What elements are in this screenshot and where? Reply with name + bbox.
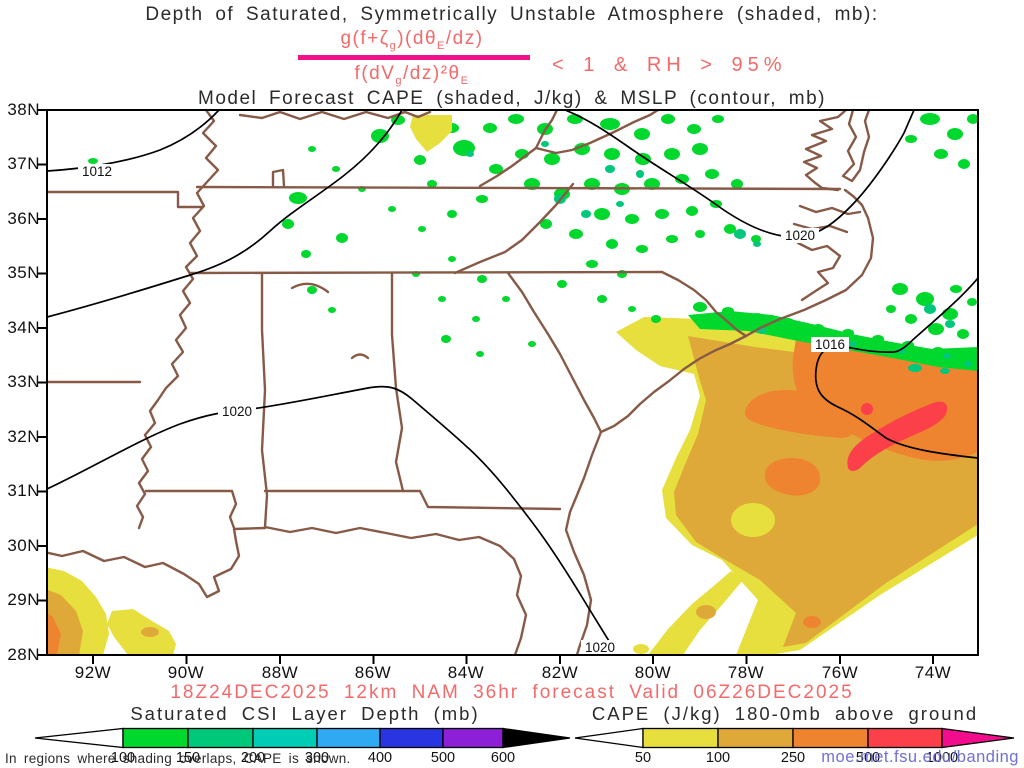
csi-colorbar-tick: 100	[110, 750, 136, 766]
x-tick-label: 78W	[727, 663, 765, 682]
y-axis-ticks	[38, 109, 47, 656]
y-tick-label: 32N	[7, 427, 40, 446]
csi-colorbar-tick: 600	[490, 750, 516, 766]
y-tick-label: 33N	[7, 372, 40, 391]
x-tick-label: 88W	[261, 663, 299, 682]
formula-denominator: f(dVg/dz)²θE	[354, 63, 470, 87]
x-axis-ticks	[92, 655, 934, 664]
csi-colorbar-tick: 200	[240, 750, 266, 766]
csi-shading-teal	[466, 141, 972, 374]
x-tick-label: 92W	[74, 663, 112, 682]
y-tick-label: 30N	[7, 536, 40, 555]
y-tick-label: 34N	[7, 318, 40, 337]
svg-text:1016: 1016	[815, 337, 845, 352]
y-tick-label: 36N	[7, 209, 40, 228]
cape-shading	[47, 317, 978, 655]
y-tick-label: 31N	[7, 481, 40, 500]
formula-numerator: g(f+ζg)(dθE/dz)	[340, 28, 484, 52]
formula-condition: < 1 & RH > 95%	[552, 54, 787, 76]
x-tick-label: 82W	[541, 663, 579, 682]
x-tick-label: 74W	[914, 663, 952, 682]
x-tick-label: 80W	[634, 663, 672, 682]
svg-text:1020: 1020	[222, 404, 252, 419]
x-tick-label: 76W	[821, 663, 859, 682]
svg-text:1012: 1012	[82, 164, 112, 179]
subtitle: Model Forecast CAPE (shaded, J/kg) & MSL…	[198, 88, 826, 109]
svg-text:1020: 1020	[585, 640, 615, 655]
cape-legend-title: CAPE (J/kg) 180-0mb above ground	[591, 703, 979, 724]
x-tick-label: 84W	[447, 663, 485, 682]
page-title: Depth of Saturated, Symmetrically Unstab…	[145, 4, 879, 25]
svg-text:1020: 1020	[785, 228, 815, 243]
csi-colorbar-tick: 150	[175, 750, 201, 766]
cape-colorbar-tick: 50	[634, 750, 652, 766]
state-borders	[47, 110, 875, 655]
cape-overlap-patch	[410, 115, 452, 152]
formula-fraction-bar	[298, 55, 530, 60]
csi-shading	[88, 113, 978, 371]
overlap-note: In regions where shading overlaps, CAPE …	[5, 751, 351, 766]
csi-colorbar-tick: 500	[430, 750, 456, 766]
forecast-valid-line: 18Z24DEC2025 12km NAM 36hr forecast Vali…	[170, 682, 854, 703]
x-tick-label: 86W	[354, 663, 392, 682]
website-link[interactable]: moe.met.fsu.edu/banding	[821, 748, 1019, 766]
csi-legend-title: Saturated CSI Layer Depth (mb)	[130, 703, 480, 724]
cape-colorbar-tick: 500	[855, 750, 881, 766]
cape-colorbar-tick: 1000	[925, 750, 959, 766]
y-tick-label: 35N	[7, 263, 40, 282]
contour-labels: 1012 1020 1016 1020 1020	[78, 164, 849, 655]
y-tick-label: 38N	[7, 100, 40, 119]
cape-colorbar	[574, 727, 1015, 749]
cape-colorbar-tick: 250	[780, 750, 806, 766]
csi-colorbar-tick: 300	[304, 750, 330, 766]
csi-colorbar-tick: 400	[367, 750, 393, 766]
cape-colorbar-tick: 100	[705, 750, 731, 766]
y-tick-label: 29N	[7, 590, 40, 609]
x-tick-label: 90W	[167, 663, 205, 682]
y-tick-label: 37N	[7, 154, 40, 173]
csi-colorbar	[34, 727, 571, 749]
y-tick-label: 28N	[7, 645, 40, 664]
